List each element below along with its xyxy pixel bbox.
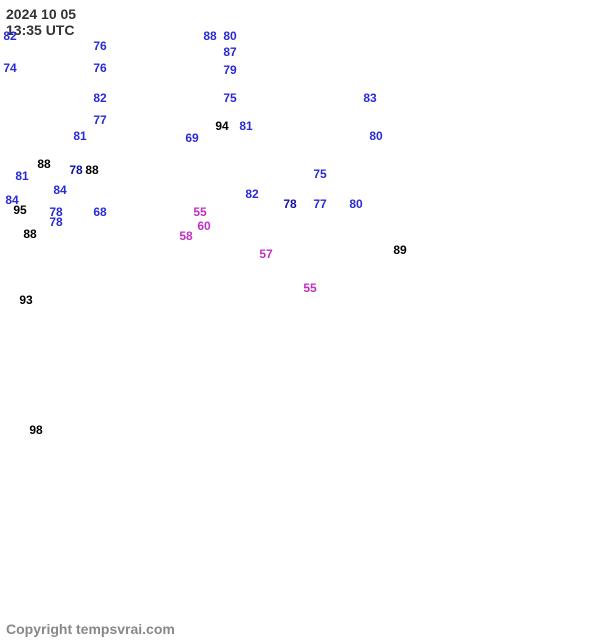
data-point: 88 <box>85 163 98 177</box>
data-point: 82 <box>3 29 16 43</box>
data-point: 88 <box>203 29 216 43</box>
data-point: 82 <box>93 91 106 105</box>
data-point: 76 <box>93 39 106 53</box>
data-point: 88 <box>23 227 36 241</box>
date-text: 2024 10 05 <box>6 6 76 22</box>
data-point: 77 <box>313 197 326 211</box>
data-point: 87 <box>223 45 236 59</box>
data-point: 60 <box>197 219 210 233</box>
data-point: 81 <box>73 129 86 143</box>
data-point: 98 <box>29 423 42 437</box>
data-point: 80 <box>349 197 362 211</box>
data-point: 93 <box>19 293 32 307</box>
data-point: 74 <box>3 61 16 75</box>
data-point: 76 <box>93 61 106 75</box>
copyright-text: Copyright tempsvrai.com <box>6 621 175 637</box>
data-point: 75 <box>313 167 326 181</box>
data-point: 77 <box>93 113 106 127</box>
data-point: 68 <box>93 205 106 219</box>
data-point: 78 <box>49 215 62 229</box>
data-point: 55 <box>303 281 316 295</box>
data-canvas: { "header": { "date": "2024 10 05", "tim… <box>0 0 600 643</box>
data-point: 80 <box>369 129 382 143</box>
data-point: 81 <box>239 119 252 133</box>
data-point: 81 <box>15 169 28 183</box>
data-point: 89 <box>393 243 406 257</box>
data-point: 82 <box>245 187 258 201</box>
data-point: 88 <box>37 157 50 171</box>
data-point: 69 <box>185 131 198 145</box>
data-point: 84 <box>53 183 66 197</box>
data-point: 58 <box>179 229 192 243</box>
data-point: 95 <box>13 203 26 217</box>
data-point: 79 <box>223 63 236 77</box>
data-point: 83 <box>363 91 376 105</box>
data-point: 75 <box>223 91 236 105</box>
data-point: 78 <box>69 163 82 177</box>
data-point: 57 <box>259 247 272 261</box>
data-point: 55 <box>193 205 206 219</box>
data-point: 78 <box>283 197 296 211</box>
copyright-footer: Copyright tempsvrai.com <box>6 621 175 637</box>
data-point: 94 <box>215 119 228 133</box>
data-point: 80 <box>223 29 236 43</box>
